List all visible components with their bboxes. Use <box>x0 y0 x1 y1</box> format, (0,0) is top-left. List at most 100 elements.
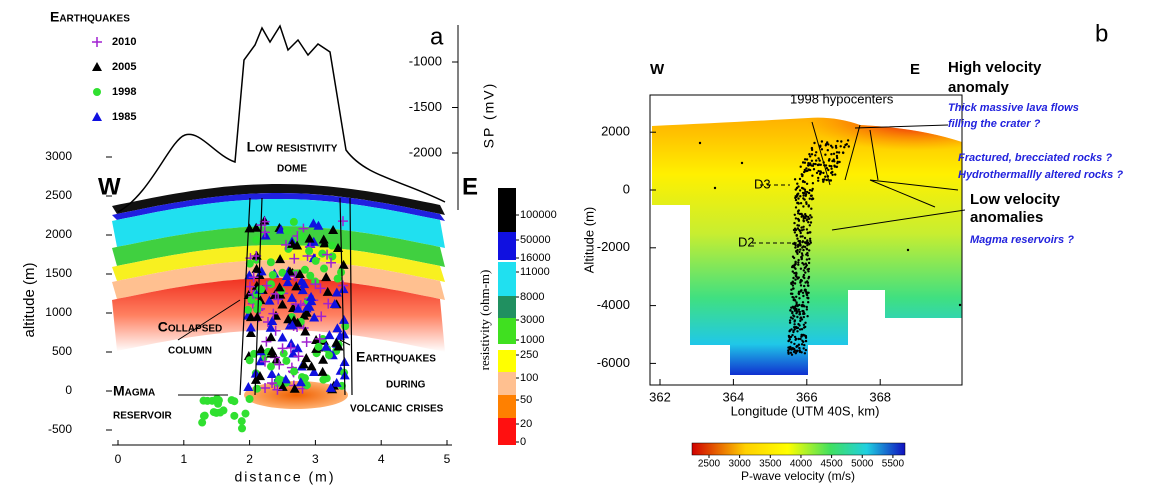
hypocenter <box>805 228 809 231</box>
hypocenter <box>801 191 805 195</box>
hypocenter <box>793 213 796 216</box>
annotation: Thick massive lava flows <box>948 102 1079 114</box>
hypocenter <box>798 310 801 314</box>
hypocenter <box>807 291 810 294</box>
symbol <box>325 382 336 392</box>
symbol <box>286 292 297 302</box>
symbol <box>337 268 346 277</box>
hypocenter <box>796 252 799 255</box>
hypocenter <box>789 351 793 354</box>
west-label: W <box>650 61 665 78</box>
hypocenter <box>796 345 799 348</box>
hypocenter <box>802 347 805 350</box>
symbol <box>333 274 342 283</box>
symbol <box>252 384 261 393</box>
symbol <box>313 220 324 230</box>
hypocenter <box>811 182 815 185</box>
symbol <box>319 238 330 248</box>
hypocenter <box>832 152 836 155</box>
hypocenter <box>793 272 796 275</box>
hypocenter <box>790 353 794 356</box>
hypocenter <box>835 151 839 154</box>
hypocenter <box>799 316 803 319</box>
symbol <box>261 336 272 347</box>
west-label: W <box>98 173 121 200</box>
sp-axis-label: SP (mV) <box>481 82 497 149</box>
hypocenter <box>793 282 797 285</box>
hypocenter <box>829 144 833 147</box>
symbol <box>278 268 287 277</box>
hypocenter <box>804 339 808 343</box>
symbol <box>244 305 253 314</box>
symbol <box>297 285 308 295</box>
hypocenter <box>794 274 798 278</box>
hypocenter <box>804 213 807 216</box>
colorbar-tick-label: 250 <box>520 349 538 361</box>
hypocenter <box>798 244 802 247</box>
hypocenter <box>803 343 806 347</box>
hypocenter <box>794 198 798 202</box>
symbol <box>255 371 266 381</box>
hypocenter <box>791 295 794 299</box>
hypocenter <box>795 295 798 298</box>
symbol <box>326 257 337 268</box>
symbol <box>266 362 275 371</box>
hypocenter <box>818 173 822 176</box>
hypocenter <box>830 153 833 156</box>
symbol <box>260 356 271 367</box>
symbol <box>281 271 292 281</box>
symbol <box>245 322 256 332</box>
annotation: Low velocity <box>970 191 1061 208</box>
colorbar-tick-label: 3000 <box>520 314 544 326</box>
hypocenter <box>799 319 802 323</box>
hypocenter <box>817 179 820 182</box>
hypocenter <box>805 182 809 185</box>
resistivity-colorbar <box>498 188 516 445</box>
hypocenter <box>794 246 797 249</box>
hypocenter <box>802 248 805 252</box>
east-label: E <box>910 61 920 78</box>
hypocenter <box>802 312 805 316</box>
y-tick-label: -6000 <box>597 355 630 370</box>
hypocenter <box>798 297 801 300</box>
hypocenter <box>810 159 814 162</box>
hypocenter <box>807 267 811 271</box>
symbol <box>299 279 310 289</box>
hypocenter <box>797 197 800 200</box>
x-tick-label: 0 <box>115 452 122 466</box>
colorbar-tick-label: 1000 <box>520 334 544 346</box>
sp-tick-label: -2000 <box>409 144 442 159</box>
colorbar-tick-label: 50000 <box>520 234 551 246</box>
hypocenter <box>807 221 810 224</box>
hypocenter <box>812 168 816 171</box>
hypocenter <box>808 249 811 252</box>
hypocenter <box>787 339 790 343</box>
legend-entry: 2005 <box>112 61 136 73</box>
colorbar-label: P-wave velocity (m/s) <box>741 469 855 483</box>
symbol <box>238 424 247 433</box>
symbol <box>266 369 277 379</box>
hypocenter <box>807 284 810 287</box>
x-tick-label: 2 <box>246 452 253 466</box>
symbol <box>294 269 305 279</box>
colorbar-tick-label: 3500 <box>759 459 782 470</box>
hypocenter <box>801 240 804 244</box>
hypocenter <box>796 217 800 221</box>
symbol <box>324 330 335 340</box>
hypocenter <box>796 193 799 196</box>
hypocenter <box>793 323 796 326</box>
hypocenter <box>808 217 811 220</box>
hypocenter <box>808 243 811 246</box>
hypocenter <box>796 326 800 330</box>
hypocenter <box>805 305 808 309</box>
hypocenter <box>839 145 842 148</box>
symbol <box>266 258 275 267</box>
hypocenter <box>797 258 800 262</box>
hypocenter <box>958 303 962 307</box>
hypocenter <box>799 202 803 205</box>
dashes <box>752 184 797 244</box>
hypocenter <box>796 349 799 352</box>
symbol <box>298 232 307 241</box>
hypocenter <box>787 352 790 355</box>
colorbar-segment <box>498 418 516 445</box>
